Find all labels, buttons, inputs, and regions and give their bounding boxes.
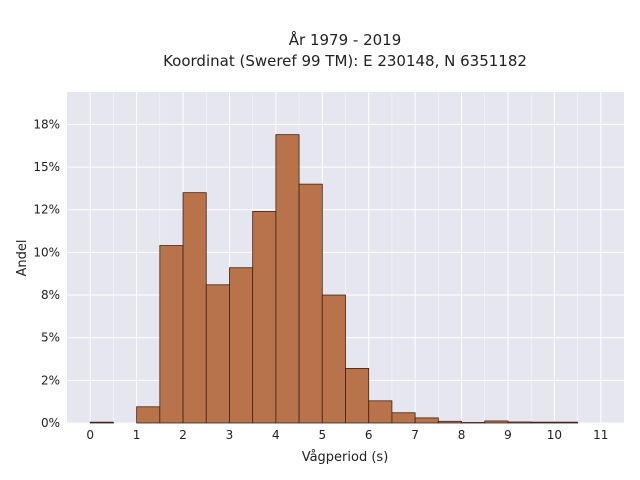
y-tick-label: 10% — [33, 245, 60, 259]
y-tick-label: 2% — [41, 373, 60, 387]
y-tick-label: 15% — [33, 160, 60, 174]
histogram-bar — [275, 134, 300, 424]
x-tick-label: 11 — [593, 428, 608, 442]
histogram-bar — [437, 420, 462, 424]
histogram-bar — [414, 417, 439, 424]
histogram-bar — [321, 294, 346, 424]
y-tick-label: 5% — [41, 331, 60, 345]
bars — [89, 134, 578, 424]
histogram-bar — [391, 412, 416, 424]
x-tick-label: 9 — [504, 428, 512, 442]
histogram-bar — [298, 183, 323, 424]
histogram-bar — [507, 421, 532, 424]
histogram-bar — [182, 192, 207, 424]
histogram-bar — [484, 420, 509, 424]
chart-subtitle: Koordinat (Sweref 99 TM): E 230148, N 63… — [163, 52, 527, 70]
y-axis-ticks: 0% 2% 5% 8% 10% 12% 15% 18% — [33, 117, 60, 430]
x-tick-label: 3 — [226, 428, 234, 442]
y-axis-label: Andel — [15, 240, 30, 277]
x-tick-label: 8 — [458, 428, 466, 442]
x-axis-label: Vågperiod (s) — [302, 450, 389, 465]
x-tick-label: 0 — [86, 428, 94, 442]
histogram-bar — [368, 400, 393, 424]
histogram-bar — [461, 422, 486, 424]
histogram-bar — [252, 211, 277, 424]
histogram-bar — [89, 421, 114, 424]
histogram-bar — [159, 245, 184, 424]
x-tick-label: 5 — [318, 428, 326, 442]
histogram-bar — [205, 284, 230, 424]
x-axis-ticks: 0 1 2 3 4 5 6 7 8 9 10 11 — [86, 428, 608, 442]
y-tick-label: 8% — [41, 288, 60, 302]
histogram-bar — [229, 267, 254, 424]
x-tick-label: 6 — [365, 428, 373, 442]
histogram-bar — [345, 368, 370, 424]
x-tick-label: 7 — [411, 428, 419, 442]
x-tick-label: 4 — [272, 428, 280, 442]
x-tick-label: 2 — [179, 428, 187, 442]
histogram-bar — [553, 421, 578, 424]
histogram-bar — [530, 421, 555, 424]
x-tick-label: 10 — [547, 428, 562, 442]
y-tick-label: 18% — [33, 117, 60, 131]
x-tick-label: 1 — [133, 428, 141, 442]
histogram-bar — [136, 406, 161, 424]
y-tick-label: 12% — [33, 203, 60, 217]
y-tick-label: 0% — [41, 416, 60, 430]
chart-title: År 1979 - 2019 — [289, 30, 402, 49]
